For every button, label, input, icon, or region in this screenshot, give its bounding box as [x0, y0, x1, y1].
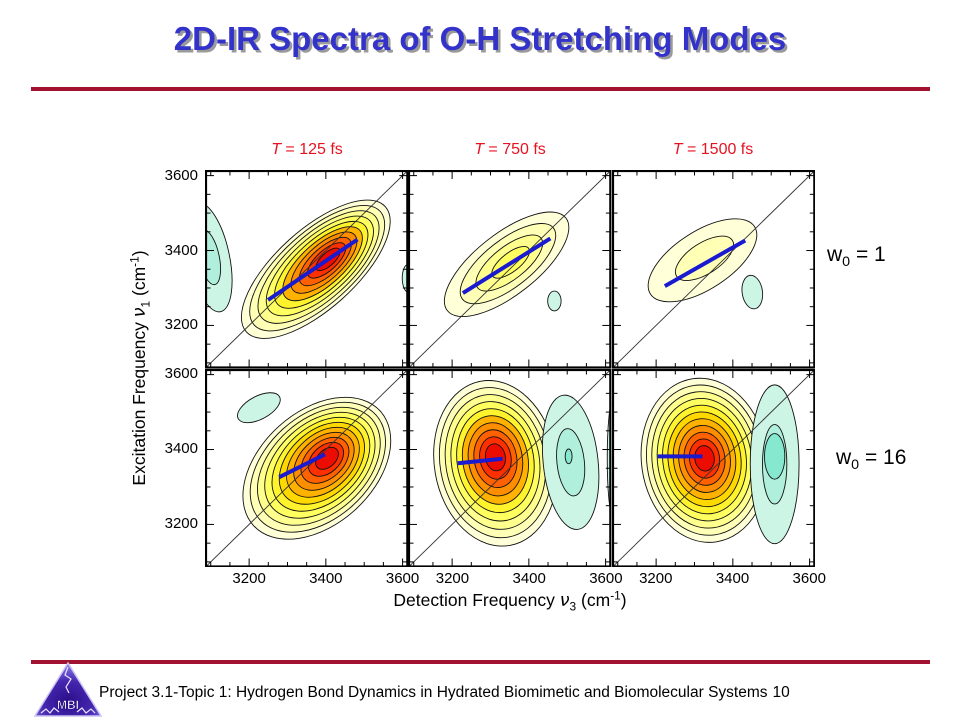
nu-symbol: ν: [559, 591, 570, 612]
unit-close: ): [620, 590, 627, 611]
x-tick-label: 3200: [435, 570, 470, 587]
x-tick-label: 3400: [512, 570, 546, 587]
y-tick-label: 3600: [164, 365, 198, 383]
nu-subscript: 1: [138, 300, 153, 308]
x-tick-label: 3400: [309, 570, 343, 587]
unit-exponent: -1: [127, 256, 142, 267]
panel-time-label-750fs: T = 750 fs: [474, 141, 546, 159]
x-tick-label: 3400: [715, 570, 750, 587]
spectra-panel-grid: [205, 170, 816, 568]
row-label-w0-16: w0 = 16: [836, 446, 906, 473]
footer-divider: [31, 660, 930, 664]
slide-page-number: 10: [772, 684, 790, 701]
logo-pulse-line: [64, 666, 72, 694]
footer-project-text: Project 3.1-Topic 1: Hydrogen Bond Dynam…: [99, 684, 768, 701]
panel-time-label-125fs: T = 125 fs: [271, 141, 343, 159]
x-tick-label: 3600: [589, 570, 623, 587]
time-value: = 1500 fs: [682, 141, 754, 158]
time-value: = 125 fs: [280, 141, 343, 158]
spectrum-panel-w0-16-T-125fs: [205, 368, 409, 567]
logo-pulse-line: [76, 707, 96, 714]
w0-value: = 1: [850, 243, 886, 266]
spectrum-panel-w0-16-T-750fs: [408, 368, 612, 567]
unit-open: (cm: [129, 266, 150, 301]
y-tick-label: 3400: [164, 241, 198, 259]
time-symbol: T: [474, 141, 484, 158]
y-tick-label: 3200: [164, 514, 198, 532]
y-axis-text: Excitation Frequency: [129, 317, 150, 486]
x-tick-label: 3600: [792, 570, 826, 587]
spectrum-panel-w0-1-T-750fs: [408, 170, 612, 369]
logo-text: MBI: [57, 698, 79, 712]
w0-sub: 0: [851, 457, 860, 474]
panel-time-label-1500fs: T = 1500 fs: [673, 141, 754, 159]
time-symbol: T: [271, 141, 281, 158]
w0-value: = 16: [859, 446, 907, 469]
y-tick-label: 3200: [164, 316, 198, 334]
time-symbol: T: [672, 141, 683, 158]
unit-open: (cm: [576, 590, 611, 611]
logo-pulse-line: [40, 707, 60, 714]
x-tick-label: 3600: [385, 570, 420, 587]
spectrum-panel-w0-1-T-1500fs: [611, 170, 815, 369]
row-label-w0-1: w0 = 1: [827, 243, 886, 270]
mbi-logo: MBI: [33, 661, 103, 717]
title-divider: [31, 87, 930, 91]
time-value: = 750 fs: [483, 141, 546, 158]
x-axis-text: Detection Frequency: [393, 590, 560, 611]
footer-caption: Project 3.1-Topic 1: Hydrogen Bond Dynam…: [99, 684, 790, 702]
unit-close: ): [129, 250, 150, 257]
w0-sub: 0: [842, 254, 851, 271]
unit-exponent: -1: [610, 588, 621, 603]
x-tick-label: 3200: [232, 570, 266, 587]
w0-base: w: [827, 243, 843, 266]
logo-triangle: [33, 661, 103, 717]
y-tick-label: 3400: [164, 440, 198, 458]
page-title: 2D-IR Spectra of O-H Stretching Modes: [173, 20, 787, 57]
w0-base: w: [836, 446, 852, 469]
y-tick-label: 3600: [164, 166, 198, 184]
nu-subscript: 3: [569, 599, 577, 614]
spectrum-panel-w0-16-T-1500fs: [611, 368, 815, 567]
x-tick-label: 3200: [639, 570, 673, 587]
x-axis-title: Detection Frequency ν3 (cm-1): [393, 588, 626, 613]
spectrum-panel-w0-1-T-125fs: [205, 170, 409, 369]
